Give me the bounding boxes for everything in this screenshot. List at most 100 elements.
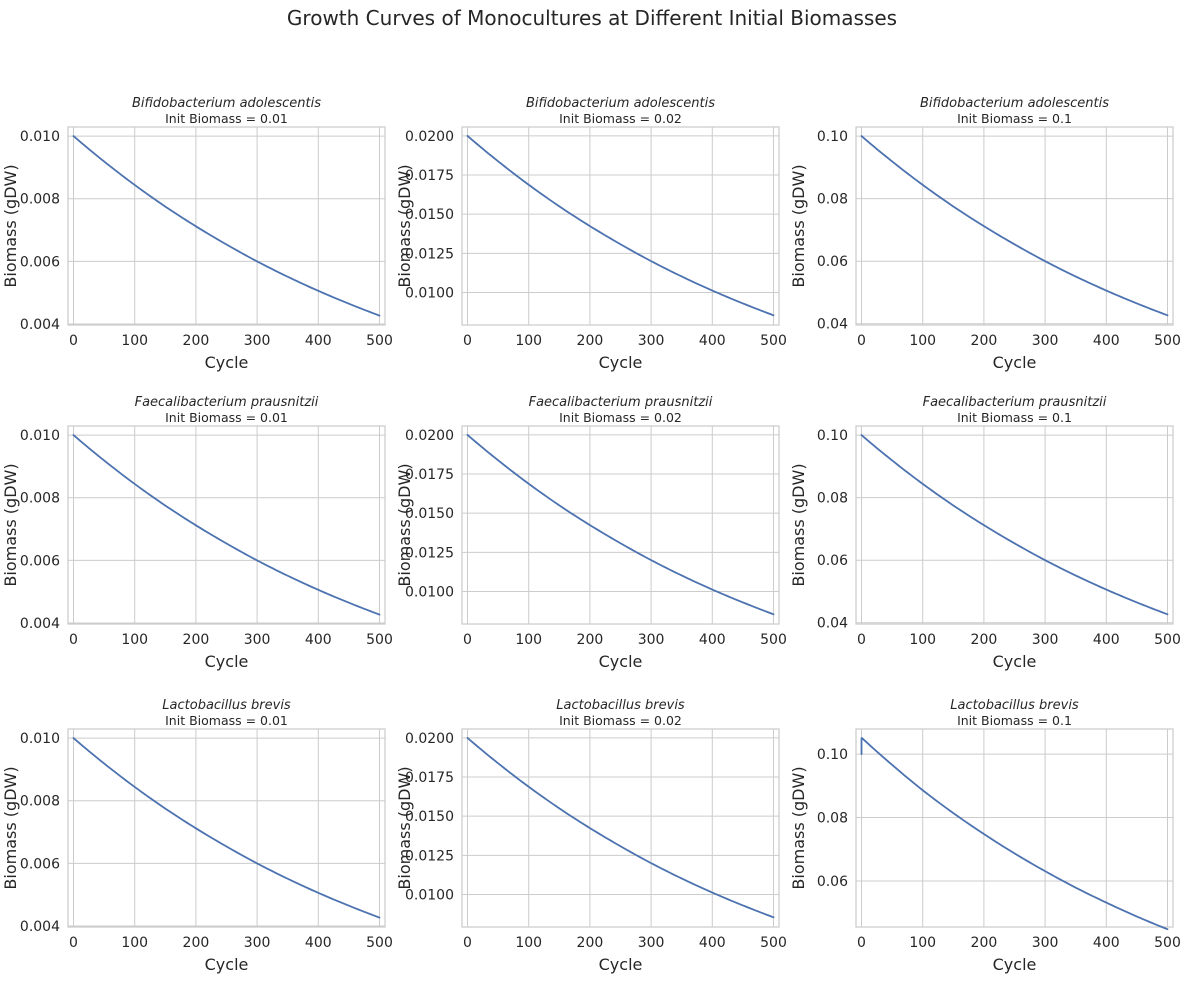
- panel-subtitle: Init Biomass = 0.01: [165, 410, 288, 425]
- x-tick-label: 300: [244, 935, 271, 951]
- y-axis-label: Biomass (gDW): [789, 463, 808, 586]
- plot-frame: [461, 126, 780, 326]
- y-tick-label: 0.004: [20, 616, 60, 632]
- x-tick-label: 200: [577, 935, 604, 951]
- y-tick-label: 0.008: [20, 491, 60, 507]
- y-axis-label: Biomass (gDW): [789, 164, 808, 287]
- x-tick-label: 400: [305, 935, 332, 951]
- x-tick-label: 100: [121, 632, 148, 648]
- series-line: [466, 434, 775, 616]
- series-line: [72, 135, 381, 317]
- y-tick-label: 0.0200: [405, 129, 454, 145]
- y-tick-label: 0.04: [817, 317, 848, 333]
- x-tick-label: 300: [638, 632, 665, 648]
- x-tick-label: 0: [857, 333, 866, 349]
- plot-frame: [67, 126, 386, 326]
- x-tick-label: 100: [515, 333, 542, 349]
- x-tick-label: 300: [638, 333, 665, 349]
- y-tick-label: 0.006: [20, 254, 60, 270]
- x-axis-label: Cycle: [599, 353, 643, 372]
- x-axis-label: Cycle: [599, 652, 643, 671]
- x-axis-label: Cycle: [993, 955, 1037, 974]
- x-tick-label: 500: [366, 935, 393, 951]
- panel-title: Bifidobacterium adolescentis: [920, 96, 1109, 111]
- panel-title: Lactobacillus brevis: [162, 698, 291, 713]
- y-axis-label: Biomass (gDW): [395, 164, 414, 287]
- y-tick-label: 0.0125: [405, 848, 454, 864]
- x-tick-label: 100: [909, 632, 936, 648]
- y-tick-label: 0.006: [20, 553, 60, 569]
- panel-subtitle: Init Biomass = 0.1: [957, 410, 1072, 425]
- series-line: [466, 737, 775, 919]
- y-axis-label: Biomass (gDW): [395, 463, 414, 586]
- series-line: [466, 135, 775, 317]
- x-tick-label: 300: [244, 632, 271, 648]
- y-tick-label: 0.010: [20, 129, 60, 145]
- panel-subtitle: Init Biomass = 0.02: [559, 713, 682, 728]
- panel-title: Faecalibacterium prausnitzii: [135, 395, 319, 410]
- x-tick-label: 500: [1154, 632, 1181, 648]
- y-tick-label: 0.0150: [405, 207, 454, 223]
- x-tick-label: 300: [638, 935, 665, 951]
- y-tick-label: 0.06: [817, 553, 848, 569]
- x-tick-label: 0: [857, 935, 866, 951]
- series-line: [72, 434, 381, 616]
- plot-frame: [67, 425, 386, 625]
- x-axis-label: Cycle: [993, 652, 1037, 671]
- y-tick-label: 0.010: [20, 731, 60, 747]
- y-tick-label: 0.004: [20, 919, 60, 935]
- y-tick-label: 0.0125: [405, 246, 454, 262]
- x-tick-label: 200: [183, 632, 210, 648]
- y-tick-label: 0.006: [20, 856, 60, 872]
- x-tick-label: 0: [463, 632, 472, 648]
- x-axis-label: Cycle: [599, 955, 643, 974]
- x-tick-label: 400: [1093, 333, 1120, 349]
- plot-frame: [855, 425, 1174, 625]
- y-axis-label: Biomass (gDW): [1, 463, 20, 586]
- figure-title: Growth Curves of Monocultures at Differe…: [287, 6, 897, 30]
- x-tick-label: 400: [699, 935, 726, 951]
- panel-title: Lactobacillus brevis: [556, 698, 685, 713]
- y-tick-label: 0.08: [817, 811, 848, 827]
- y-tick-label: 0.08: [817, 192, 848, 208]
- plot-frame: [461, 728, 780, 928]
- plot-frame: [855, 728, 1174, 928]
- x-axis-label: Cycle: [205, 353, 249, 372]
- y-tick-label: 0.10: [817, 129, 848, 145]
- x-tick-label: 0: [69, 333, 78, 349]
- panel-subtitle: Init Biomass = 0.02: [559, 111, 682, 126]
- x-tick-label: 200: [183, 333, 210, 349]
- y-axis-label: Biomass (gDW): [1, 766, 20, 889]
- y-tick-label: 0.008: [20, 192, 60, 208]
- x-tick-label: 400: [1093, 935, 1120, 951]
- x-tick-label: 200: [577, 632, 604, 648]
- y-tick-label: 0.0100: [405, 584, 454, 600]
- x-tick-label: 500: [1154, 935, 1181, 951]
- x-tick-label: 200: [183, 935, 210, 951]
- panel-subtitle: Init Biomass = 0.1: [957, 111, 1072, 126]
- x-tick-label: 300: [1032, 333, 1059, 349]
- x-tick-label: 200: [971, 632, 998, 648]
- panel-subtitle: Init Biomass = 0.01: [165, 713, 288, 728]
- y-tick-label: 0.0175: [405, 168, 454, 184]
- x-tick-label: 400: [1093, 632, 1120, 648]
- x-tick-label: 500: [760, 632, 787, 648]
- y-tick-label: 0.0175: [405, 770, 454, 786]
- series-line: [72, 737, 381, 919]
- y-axis-label: Biomass (gDW): [1, 164, 20, 287]
- x-axis-label: Cycle: [205, 955, 249, 974]
- x-tick-label: 100: [909, 935, 936, 951]
- series-line: [860, 434, 1169, 616]
- x-axis-label: Cycle: [993, 353, 1037, 372]
- y-tick-label: 0.0150: [405, 809, 454, 825]
- x-tick-label: 100: [121, 935, 148, 951]
